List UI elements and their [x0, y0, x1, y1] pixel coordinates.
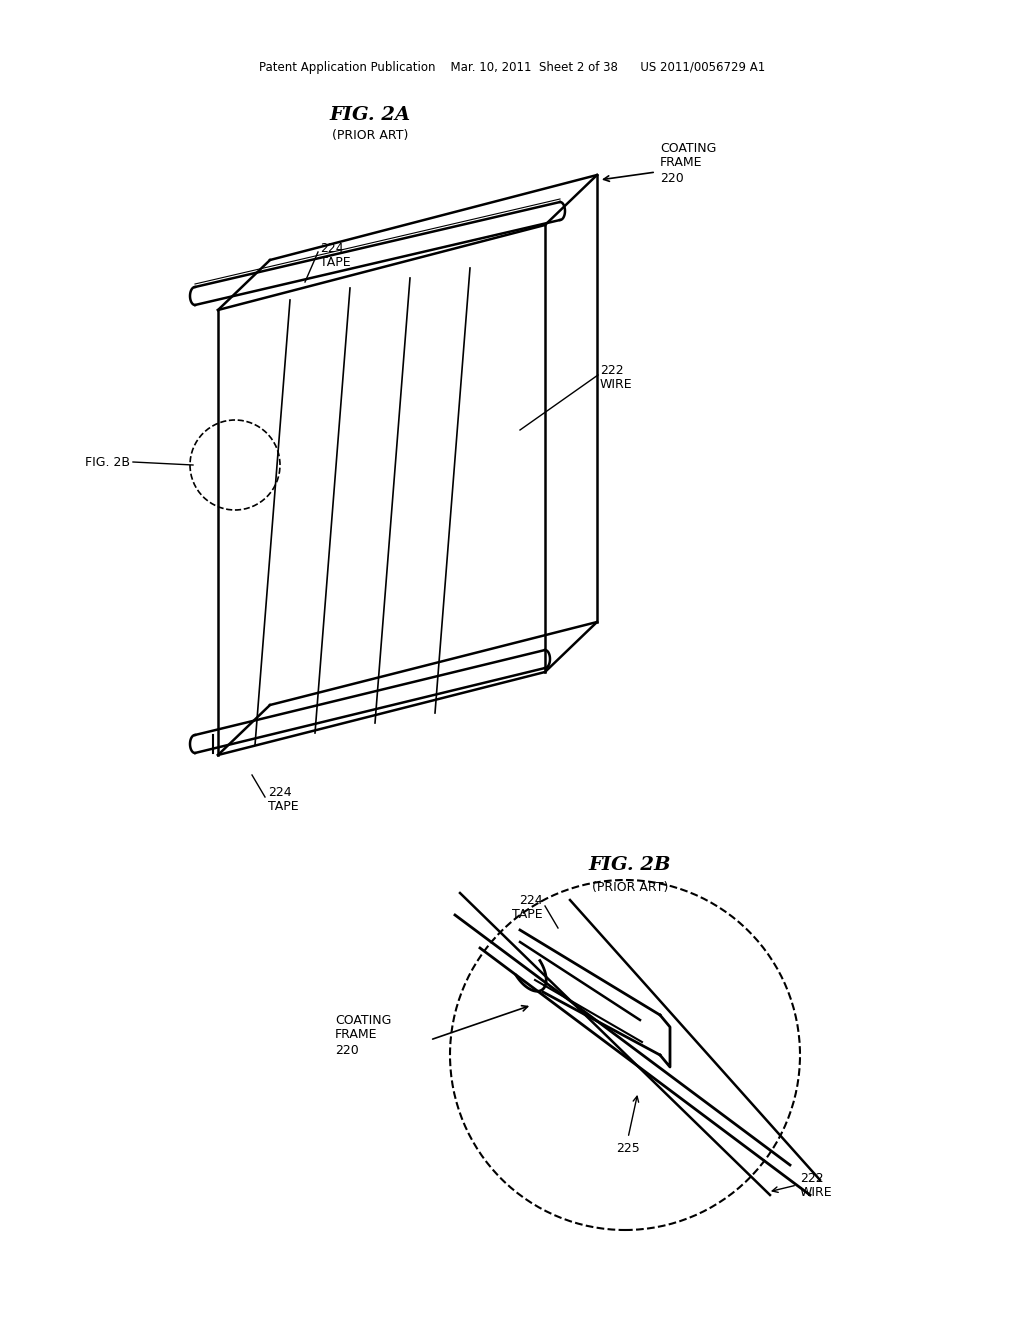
Text: FIG. 2B: FIG. 2B — [589, 855, 672, 874]
Text: COATING: COATING — [660, 141, 717, 154]
Text: TAPE: TAPE — [268, 800, 299, 813]
Text: WIRE: WIRE — [800, 1187, 833, 1200]
Text: FRAME: FRAME — [660, 157, 702, 169]
Text: TAPE: TAPE — [512, 908, 543, 921]
Text: 224: 224 — [319, 242, 344, 255]
Text: 220: 220 — [335, 1044, 358, 1056]
Text: 224: 224 — [268, 787, 292, 800]
Text: 224: 224 — [519, 894, 543, 907]
Text: 220: 220 — [660, 172, 684, 185]
Text: (PRIOR ART): (PRIOR ART) — [332, 128, 409, 141]
Text: Patent Application Publication    Mar. 10, 2011  Sheet 2 of 38      US 2011/0056: Patent Application Publication Mar. 10, … — [259, 62, 765, 74]
Text: WIRE: WIRE — [600, 378, 633, 391]
Text: 225: 225 — [616, 1142, 640, 1155]
Text: TAPE: TAPE — [319, 256, 350, 268]
Text: 222: 222 — [600, 363, 624, 376]
Text: FIG. 2B: FIG. 2B — [85, 455, 130, 469]
Text: FRAME: FRAME — [335, 1028, 378, 1041]
Text: (PRIOR ART): (PRIOR ART) — [592, 882, 669, 895]
Text: COATING: COATING — [335, 1014, 391, 1027]
Text: FIG. 2A: FIG. 2A — [330, 106, 411, 124]
Text: 222: 222 — [800, 1172, 823, 1184]
